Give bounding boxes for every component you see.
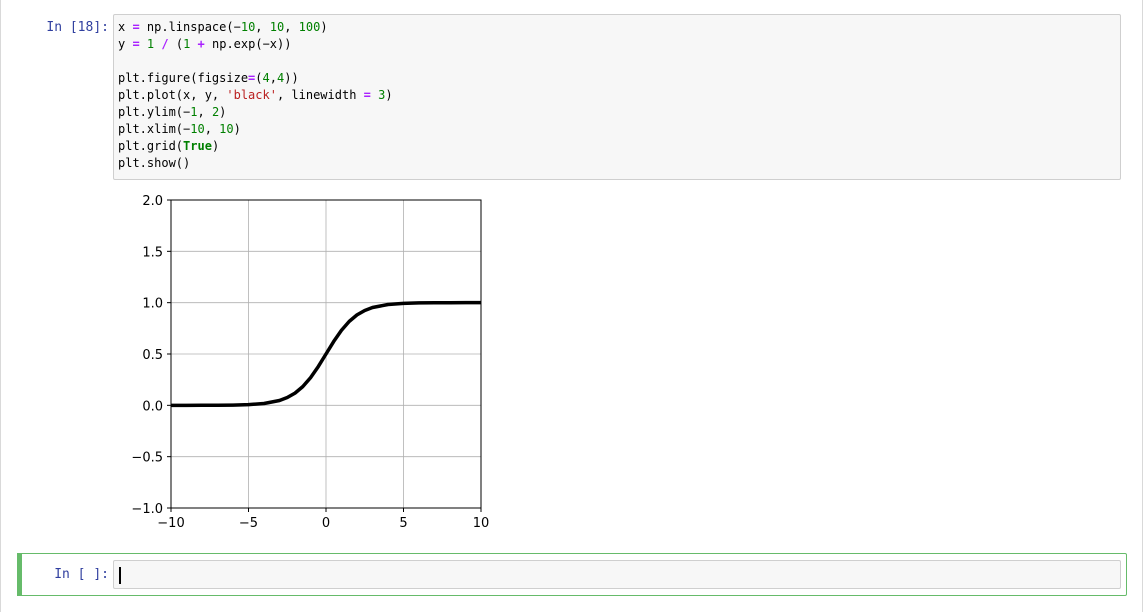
code-editor[interactable]: x = np.linspace(−10, 10, 100) y = 1 / (1 … <box>113 14 1121 180</box>
x-tick-label: 0 <box>322 516 330 531</box>
code-line: y = 1 / (1 + np.exp(−x)) <box>118 36 1120 53</box>
y-tick-label: −0.5 <box>131 451 163 466</box>
y-tick-label: 0.0 <box>142 399 163 414</box>
code-token: = <box>248 71 256 85</box>
code-line: plt.show() <box>118 155 1120 172</box>
code-line: plt.figure(figsize=(4,4)) <box>118 70 1120 87</box>
code-token: = <box>363 88 371 102</box>
y-tick-label: 2.0 <box>142 194 163 209</box>
code-token: 4 <box>262 71 270 85</box>
code-token: , <box>197 105 212 119</box>
code-token: 1 <box>183 37 191 51</box>
code-token: , linewidth <box>276 88 364 102</box>
code-token: , <box>284 20 299 34</box>
y-tick-label: 1.0 <box>142 297 163 312</box>
code-token: + <box>197 37 205 51</box>
sigmoid-line <box>170 300 482 408</box>
code-cell-empty[interactable]: In [ ]: <box>1 553 1143 596</box>
code-token <box>190 37 197 51</box>
y-tick-label: 1.5 <box>142 245 163 260</box>
code-token: plt.plot(x, y, <box>118 88 227 102</box>
code-line: plt.grid(True) <box>118 138 1120 155</box>
code-token: 1 <box>146 37 155 51</box>
code-token: , <box>269 71 277 85</box>
code-token: , <box>255 20 270 34</box>
input-prompt-empty: In [ ]: <box>54 567 109 582</box>
code-token: / <box>161 37 169 51</box>
code-token: plt.grid( <box>118 139 184 153</box>
code-token: ) <box>219 105 227 119</box>
code-token: plt.xlim(− <box>118 122 191 136</box>
code-token: = <box>132 20 140 34</box>
code-line: plt.ylim(−1, 2) <box>118 104 1120 121</box>
code-token: 10 <box>269 20 285 34</box>
code-token: np.linspace(− <box>139 20 241 34</box>
x-tick-label: 10 <box>473 516 490 531</box>
code-token: ( <box>255 71 263 85</box>
code-token: )) <box>284 71 299 85</box>
code-token: 10 <box>190 122 205 136</box>
code-token: ) <box>211 139 220 153</box>
code-token: 10 <box>240 20 256 34</box>
selected-cell-indicator <box>17 553 22 596</box>
code-token: ) <box>320 20 328 34</box>
x-tick-label: −5 <box>239 516 258 531</box>
code-cell-18[interactable]: In [18]: x = np.linspace(−10, 10, 100) y … <box>1 0 1143 545</box>
code-token <box>140 37 147 51</box>
code-token: ) <box>385 88 393 102</box>
code-token: plt.figure(figsize <box>118 71 249 85</box>
code-line: plt.xlim(−10, 10) <box>118 121 1120 138</box>
code-token: 2 <box>211 105 220 119</box>
code-token: ) <box>233 122 241 136</box>
code-token: 1 <box>190 105 198 119</box>
x-tick-label: −10 <box>157 516 184 531</box>
code-line <box>118 53 1120 70</box>
code-token: plt.ylim(− <box>118 105 191 119</box>
y-tick-label: −1.0 <box>131 502 163 517</box>
code-token: , <box>204 122 220 136</box>
code-line: x = np.linspace(−10, 10, 100) <box>118 19 1120 36</box>
code-token: 3 <box>378 88 386 102</box>
x-tick-label: 5 <box>399 516 407 531</box>
code-token: y <box>118 37 133 51</box>
code-token: x <box>118 20 133 34</box>
code-line: plt.plot(x, y, 'black', linewidth = 3) <box>118 87 1120 104</box>
sigmoid-plot: −10 −5 0 5 10 −1.0 −0.5 0.0 0.5 1.0 1.5 2.0 <box>131 194 490 531</box>
code-token: True <box>183 139 212 153</box>
code-token: = <box>132 37 140 51</box>
input-prompt: In [18]: <box>46 20 109 35</box>
text-cursor <box>119 567 121 584</box>
code-token: ( <box>168 37 184 51</box>
empty-code-editor[interactable] <box>113 560 1121 589</box>
code-token: 4 <box>276 71 285 85</box>
code-token: 'black' <box>226 88 277 102</box>
code-token: 10 <box>219 122 234 136</box>
code-token: plt.show() <box>118 156 191 170</box>
y-tick-label: 0.5 <box>142 348 163 363</box>
code-token: np.exp(−x)) <box>204 37 292 51</box>
code-token: 100 <box>298 20 321 34</box>
